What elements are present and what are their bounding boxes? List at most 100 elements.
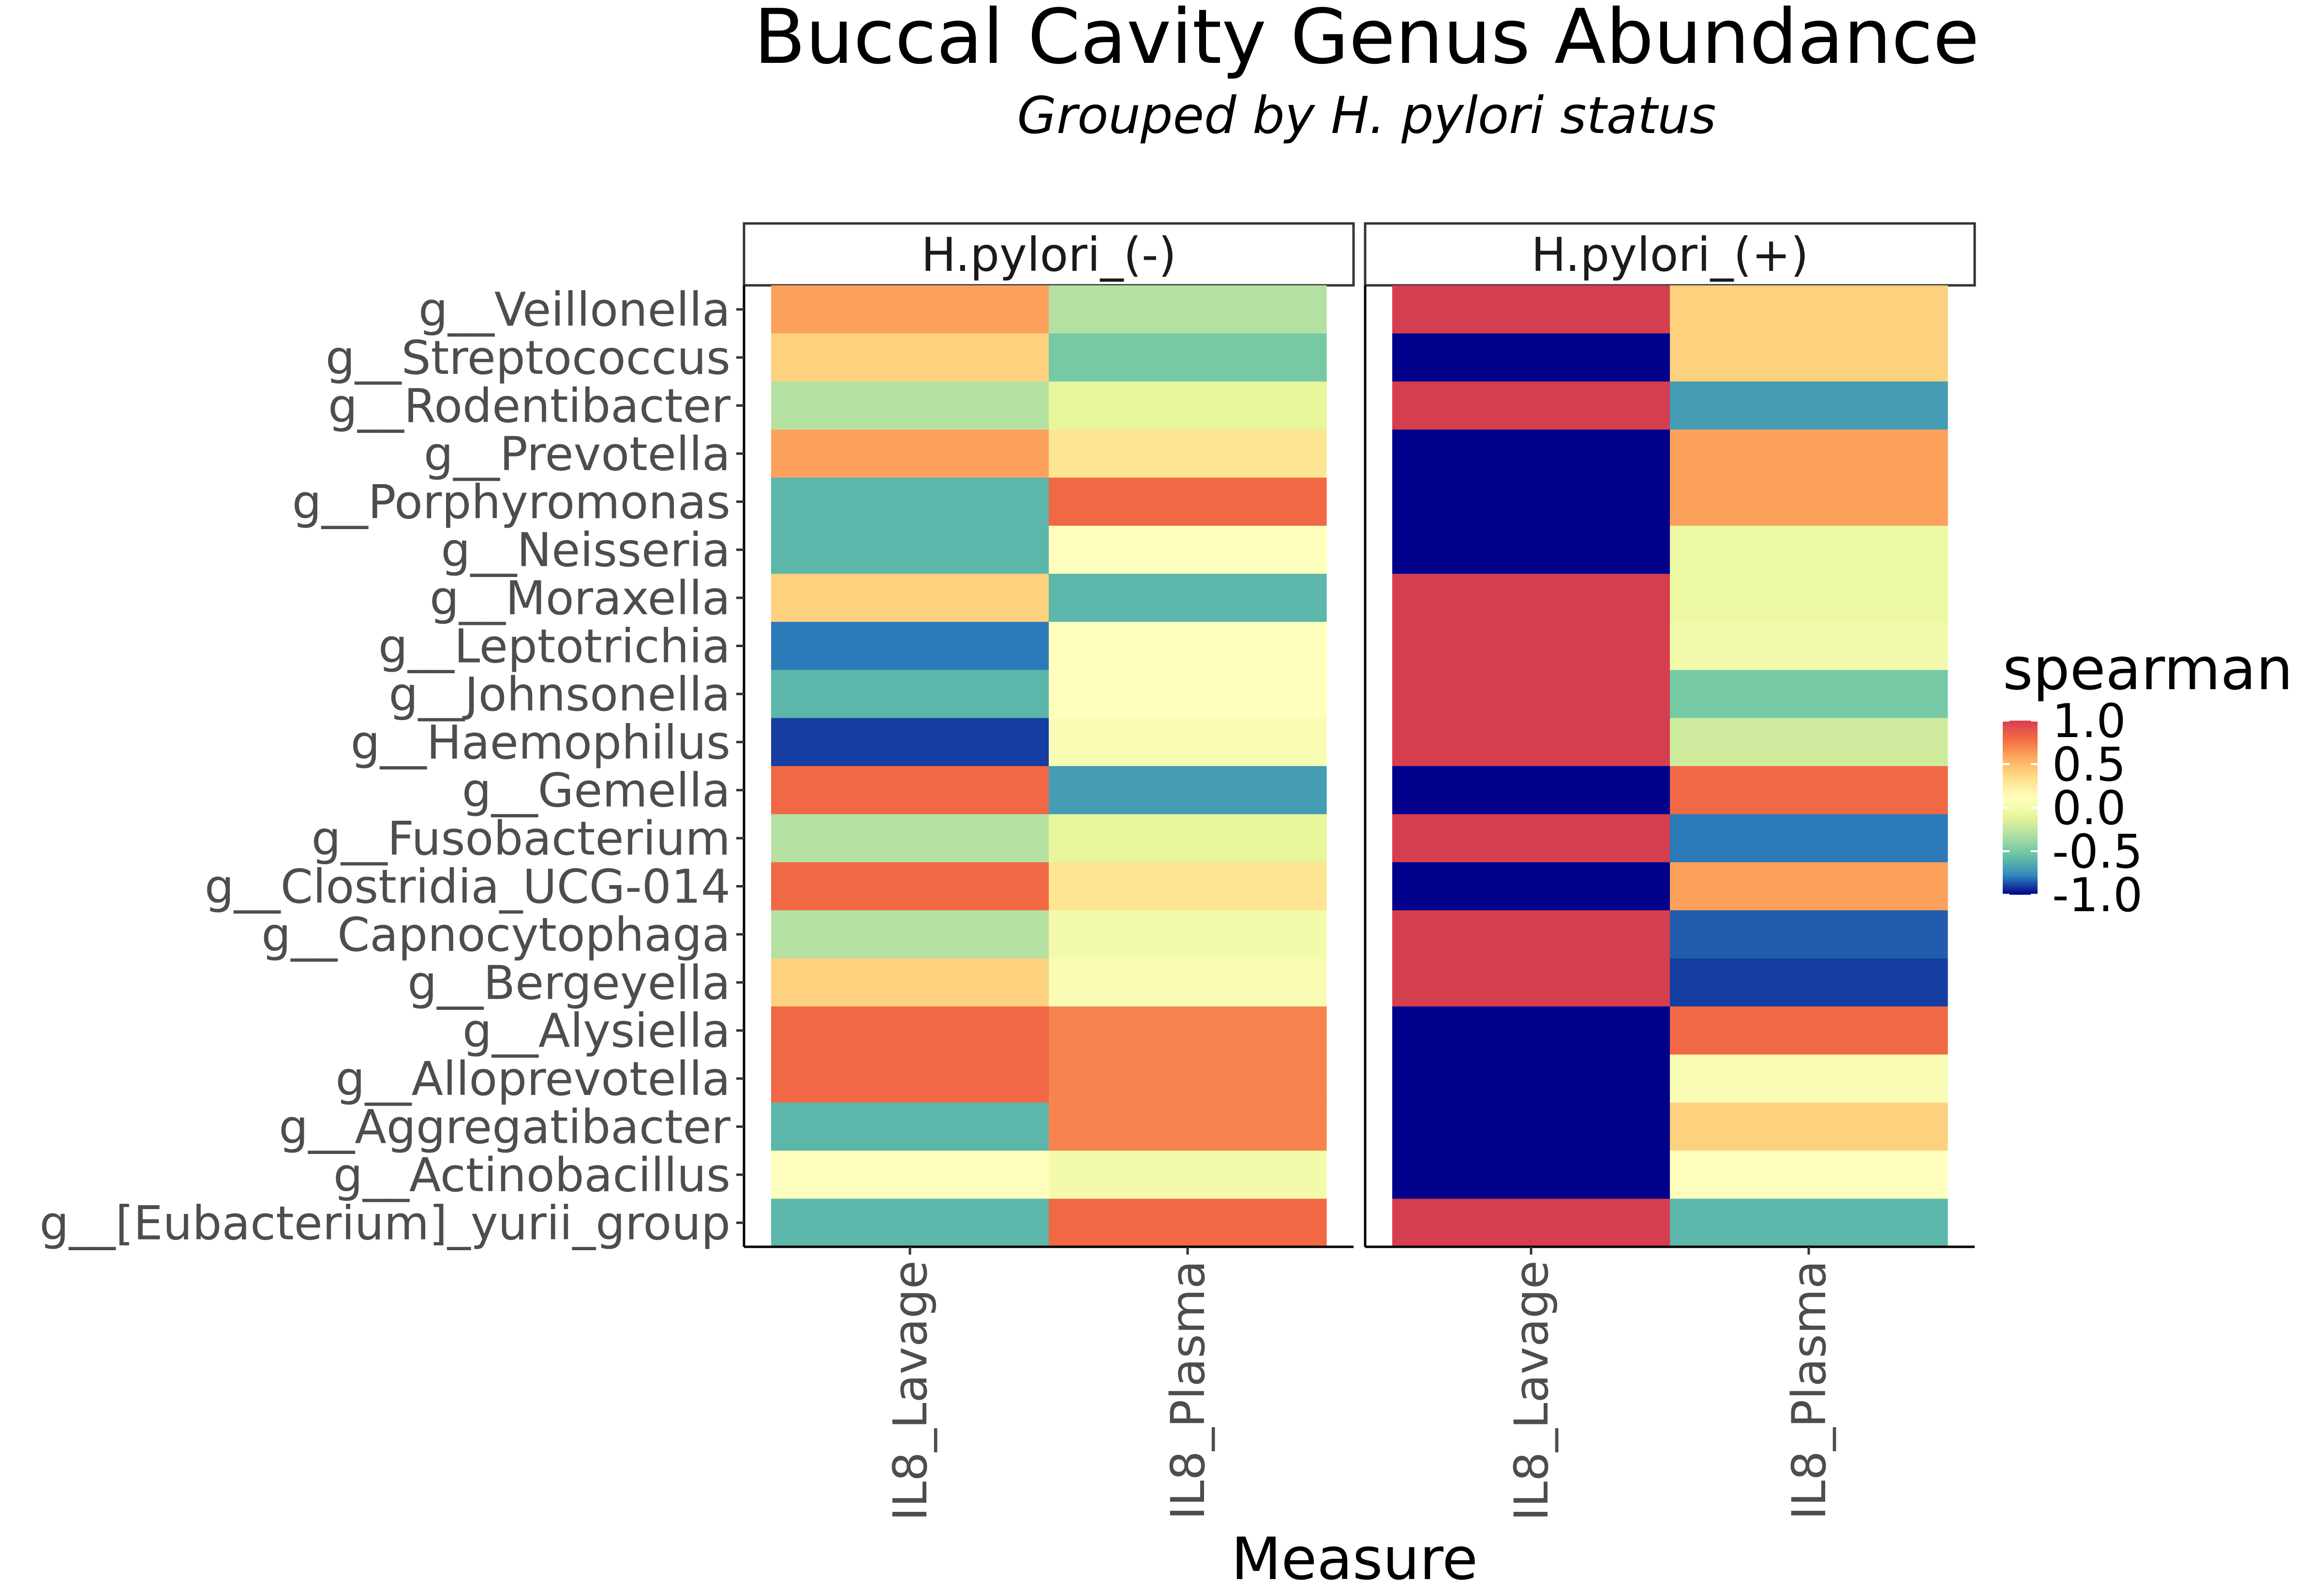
heatmap-cell — [1049, 574, 1327, 622]
heatmap-cell — [1049, 862, 1327, 911]
heatmap-cell — [1670, 429, 1948, 478]
heatmap-cell — [1392, 670, 1670, 719]
heatmap-cell — [1049, 718, 1327, 767]
heatmap-cell — [1670, 958, 1948, 1007]
heatmap-cell — [1392, 1006, 1670, 1055]
facet-panels: H.pylori_(-) H.pylori_(+) — [743, 222, 1976, 1248]
heatmap-cell — [771, 1198, 1049, 1247]
y-tick-label: g__Haemophilus — [351, 715, 730, 769]
heatmap-cell — [1670, 574, 1948, 622]
heatmap-cell — [1049, 958, 1327, 1007]
y-tick-label: g__Prevotella — [424, 427, 730, 481]
heatmap-cell — [771, 1054, 1049, 1103]
y-tick-label: g__Neisseria — [441, 523, 730, 577]
heatmap-cell — [1392, 621, 1670, 670]
facet-strip-label: H.pylori_(-) — [921, 228, 1176, 282]
heatmap-cell — [771, 477, 1049, 526]
heatmap-cell — [1392, 429, 1670, 478]
y-tick-label: g__Leptotrichia — [378, 620, 730, 674]
heatmap-cell — [1049, 814, 1327, 863]
y-tick-label: g__Veillonella — [418, 283, 730, 337]
x-tick-label: IL8_Plasma — [1161, 1260, 1215, 1520]
heatmap-cell — [1049, 1006, 1327, 1055]
facet-panel-h-pylori: H.pylori_(-) — [743, 222, 1355, 1248]
facet-strip-label: H.pylori_(+) — [1531, 228, 1809, 282]
heatmap-cell — [1670, 1151, 1948, 1199]
heatmap-cell — [1049, 1102, 1327, 1151]
y-tick-label: g__Porphyromonas — [292, 475, 730, 529]
y-tick-label: g__Alysiella — [462, 1004, 730, 1058]
heatmap-cell — [1670, 621, 1948, 670]
heatmap-cell — [1392, 477, 1670, 526]
heatmap-cell — [1670, 1006, 1948, 1055]
facet-strip — [1364, 222, 1976, 287]
heatmap-cell — [1049, 670, 1327, 719]
facet-strip — [743, 222, 1355, 287]
heatmap-cell — [1670, 766, 1948, 814]
x-axis-title: Measure — [1231, 1526, 1478, 1593]
heatmap-cell — [1049, 1198, 1327, 1247]
heatmap-cell — [771, 526, 1049, 574]
heatmap-cell — [1670, 477, 1948, 526]
heatmap-cell — [771, 621, 1049, 670]
color-legend: spearman 1.00.50.0-0.5-1.0 — [2003, 636, 2293, 922]
legend-tick-label: 0.5 — [2052, 738, 2126, 792]
heatmap-cell — [1049, 285, 1327, 334]
y-axis-tick-labels: g__Veillonellag__Streptococcusg__Rodenti… — [40, 283, 744, 1250]
legend-title: spearman — [2003, 636, 2293, 703]
chart-title: Buccal Cavity Genus Abundance — [754, 0, 1979, 81]
heatmap-cell — [1049, 766, 1327, 814]
y-tick-label: g__Streptococcus — [326, 331, 730, 385]
heatmap-cell — [771, 718, 1049, 767]
heatmap-cell — [1670, 670, 1948, 719]
heatmap-cell — [1049, 526, 1327, 574]
heatmap-cell — [1392, 285, 1670, 334]
heatmap-cell — [1392, 1198, 1670, 1247]
heatmap-cell — [1670, 285, 1948, 334]
y-tick-label: g__Aggregatibacter — [279, 1100, 730, 1154]
heatmap-cell — [1670, 333, 1948, 382]
heatmap-cell — [771, 958, 1049, 1007]
y-tick-label: g__[Eubacterium]_yurii_group — [40, 1196, 730, 1250]
heatmap-cell — [771, 814, 1049, 863]
y-tick-label: g__Rodentibacter — [328, 379, 730, 433]
heatmap-cell — [1670, 910, 1948, 959]
y-tick-label: g__Actinobacillus — [333, 1148, 730, 1202]
heatmap-cell — [771, 381, 1049, 430]
heatmap-cell — [1392, 1102, 1670, 1151]
heatmap-cell — [1049, 621, 1327, 670]
heatmap-cell — [771, 1006, 1049, 1055]
heatmap-cell — [1049, 910, 1327, 959]
x-tick-label: IL8_Lavage — [1504, 1260, 1559, 1521]
heatmap-cell — [1670, 526, 1948, 574]
chart-subtitle: Grouped by H. pylori status — [1017, 86, 1716, 145]
heatmap-cell — [1392, 910, 1670, 959]
heatmap-cell — [771, 1151, 1049, 1199]
y-tick-label: g__Fusobacterium — [312, 812, 730, 866]
heatmap-cell — [1392, 526, 1670, 574]
heatmap-cell — [1049, 1054, 1327, 1103]
heatmap-cell — [1392, 862, 1670, 911]
heatmap-cell — [1392, 718, 1670, 767]
heatmap-cell — [771, 670, 1049, 719]
y-tick-label: g__Johnsonella — [389, 667, 731, 722]
legend-ticks: 1.00.50.0-0.5-1.0 — [2003, 694, 2143, 922]
y-tick-label: g__Moraxella — [430, 571, 730, 625]
heatmap-cell — [771, 429, 1049, 478]
heatmap-cell — [1392, 333, 1670, 382]
x-axis-tick-labels: IL8_Lavage IL8_Plasma IL8_Lavage IL8_Plasma — [883, 1247, 1836, 1521]
heatmap-cell — [1392, 958, 1670, 1007]
legend-tick-label: -0.5 — [2052, 825, 2143, 879]
heatmap-cell — [771, 766, 1049, 814]
heatmap-cell — [1670, 1102, 1948, 1151]
legend-tick-label: 0.0 — [2052, 781, 2126, 835]
heatmap-cell — [1670, 1198, 1948, 1247]
heatmap-cell — [1670, 862, 1948, 911]
y-tick-label: g__Clostridia_UCG-014 — [205, 860, 730, 914]
heatmap-cell — [1392, 574, 1670, 622]
heatmap-cell — [1392, 814, 1670, 863]
heatmap-cell — [1392, 1054, 1670, 1103]
legend-tick-label: 1.0 — [2052, 694, 2126, 748]
heatmap-cell — [1392, 766, 1670, 814]
heatmap-cell — [771, 910, 1049, 959]
